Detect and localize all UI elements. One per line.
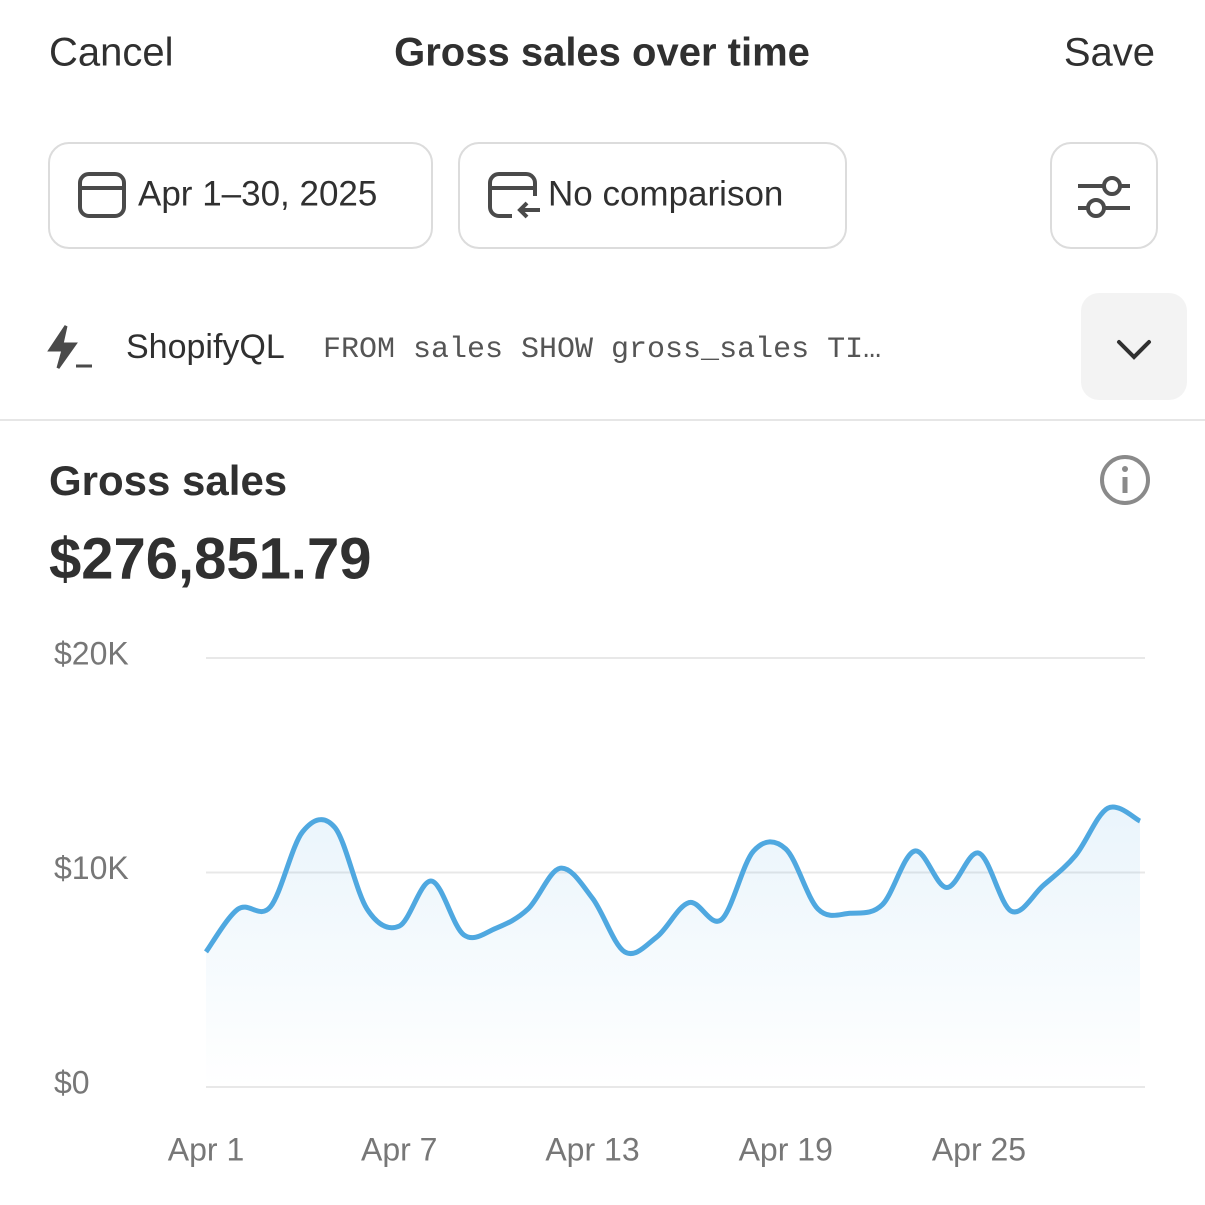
- button-frame: [48, 142, 433, 249]
- button-frame: [1050, 142, 1158, 249]
- info-dot: [1122, 466, 1128, 472]
- comparison: No comparison: [548, 174, 783, 213]
- x-tick-label: Apr 19: [739, 1131, 833, 1167]
- info-circle: [1100, 455, 1150, 505]
- button-frame: [458, 142, 847, 249]
- query-label: ShopifyQL: [126, 328, 285, 366]
- cancel-button[interactable]: Cancel: [49, 31, 174, 75]
- chart-title: Gross sales: [49, 457, 287, 504]
- query-text: FROM sales SHOW gross_sales TI…: [323, 333, 881, 367]
- x-tick-label: Apr 25: [932, 1131, 1026, 1167]
- line: [203, 804, 1142, 956]
- chevron: [1117, 340, 1151, 360]
- compare-icon: [488, 172, 540, 219]
- x-tick-label: Apr 13: [545, 1131, 639, 1167]
- expand-button[interactable]: [1081, 293, 1187, 400]
- total-value: $276,851.79: [49, 526, 372, 591]
- date-button[interactable]: Apr 1–30, 2025: [48, 142, 433, 249]
- button-bg: [1081, 293, 1187, 400]
- page-title: Gross sales over time: [394, 31, 810, 75]
- y-tick-label: $10K: [54, 850, 129, 886]
- query-icon: [47, 325, 92, 369]
- date-range: Apr 1–30, 2025: [138, 174, 377, 213]
- area: [206, 806, 1140, 1087]
- y-tick-label: $20K: [54, 635, 129, 671]
- slider-knob: [1086, 198, 1106, 218]
- slider-knob: [1102, 176, 1122, 196]
- calendar-icon: [78, 172, 126, 218]
- y-tick-label: $0: [54, 1064, 90, 1100]
- save-button[interactable]: Save: [1064, 31, 1155, 75]
- settings-button[interactable]: [1050, 142, 1158, 249]
- x-tick-label: Apr 7: [361, 1131, 437, 1167]
- comparison-button[interactable]: No comparison: [458, 142, 847, 249]
- info-icon[interactable]: [1100, 455, 1150, 505]
- x-tick-label: Apr 1: [168, 1131, 244, 1167]
